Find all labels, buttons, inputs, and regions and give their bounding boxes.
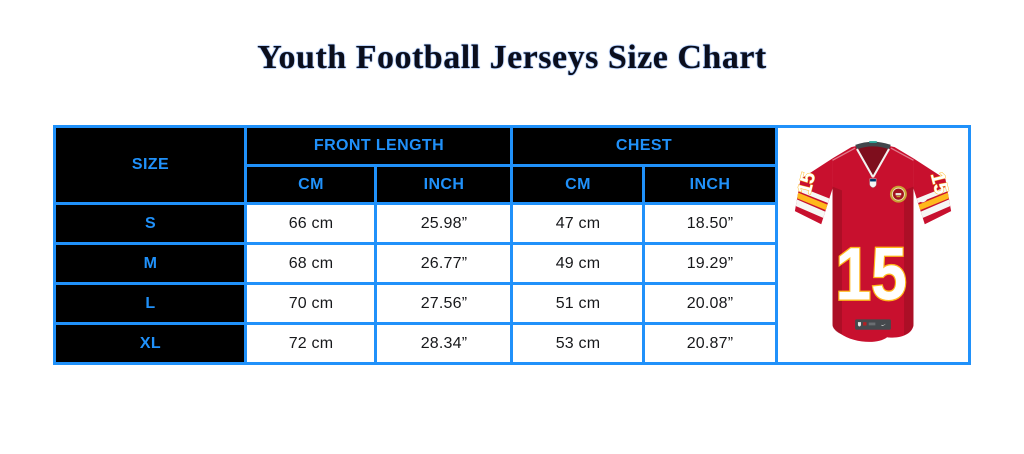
size-label: S — [53, 202, 248, 245]
collar-piping-left — [855, 148, 874, 178]
chest-inch-value: 20.08” — [642, 282, 778, 325]
chest-cm-value: 49 cm — [510, 242, 646, 285]
header-chest: CHEST — [510, 125, 778, 167]
chest-inch-value: 19.29” — [642, 242, 778, 285]
left-sleeve-stripes — [794, 180, 830, 220]
table-row-l: L 70 cm 27.56” 51 cm 20.08” — [53, 282, 969, 325]
header-size: SIZE — [53, 125, 248, 205]
jersey-image: 15 15 15 — [780, 132, 966, 358]
left-shoulder-seam — [831, 147, 855, 161]
nfl-shield-icon — [869, 178, 876, 188]
collar-piping-right — [871, 148, 890, 178]
chest-cm-value: 53 cm — [510, 322, 646, 365]
front-cm-value: 70 cm — [244, 282, 378, 325]
front-inch-value: 26.77” — [374, 242, 514, 285]
size-label: L — [53, 282, 248, 325]
jock-tag-red-square — [862, 322, 867, 326]
table-row-m: M 68 cm 26.77” 49 cm 19.29” — [53, 242, 969, 285]
table-row-xl: XL 72 cm 28.34” 53 cm 20.87” — [53, 322, 969, 365]
header-front-cm: CM — [244, 164, 378, 205]
header-chest-cm: CM — [510, 164, 646, 205]
inner-collar-band — [854, 141, 891, 150]
jock-tag-nfl-shield-icon — [857, 322, 861, 327]
right-sleeve-stripes — [915, 180, 951, 220]
jersey-product-cell: 15 15 15 — [774, 125, 971, 365]
left-side-panel — [832, 186, 842, 335]
page-title: Youth Football Jerseys Size Chart — [257, 39, 767, 76]
size-label: M — [53, 242, 248, 285]
right-side-panel — [903, 186, 913, 336]
front-inch-value: 27.56” — [374, 282, 514, 325]
chest-cm-value: 47 cm — [510, 202, 646, 245]
chest-cm-value: 51 cm — [510, 282, 646, 325]
chest-inch-value: 20.87” — [642, 322, 778, 365]
right-shoulder-seam — [890, 147, 914, 161]
size-chart-table: SIZE FRONT LENGTH CHEST — [53, 125, 971, 365]
front-cm-value: 72 cm — [244, 322, 378, 365]
front-inch-value: 28.34” — [374, 322, 514, 365]
chest-inch-value: 18.50” — [642, 202, 778, 245]
nike-swoosh-icon — [920, 196, 929, 203]
header-front-length: FRONT LENGTH — [244, 125, 514, 167]
neck-opening — [856, 145, 889, 178]
header-front-inch: INCH — [374, 164, 514, 205]
jock-tag-swoosh-icon — [880, 323, 886, 326]
front-cm-value: 66 cm — [244, 202, 378, 245]
shoulder-number-right: 15 — [925, 170, 952, 197]
front-cm-value: 68 cm — [244, 242, 378, 285]
chest-number: 15 — [835, 232, 907, 315]
size-label: XL — [53, 322, 248, 365]
chiefs-patch-icon — [889, 185, 907, 203]
front-inch-value: 25.98” — [374, 202, 514, 245]
header-chest-inch: INCH — [642, 164, 778, 205]
table-row-s: S 66 cm 25.98” 47 cm 18.50” — [53, 202, 969, 245]
jock-tag — [854, 319, 891, 330]
